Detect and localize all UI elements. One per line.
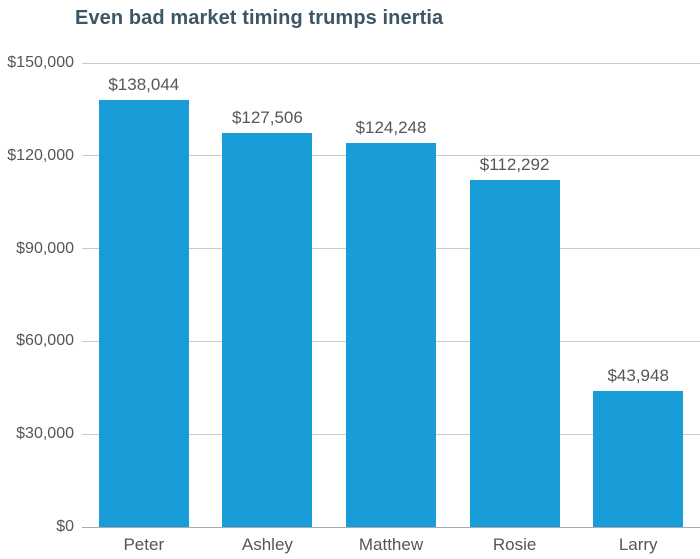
y-axis-tick-label: $60,000 [16,332,74,350]
y-axis-tick-label: $120,000 [7,146,74,164]
y-axis-tick-label: $30,000 [16,425,74,443]
x-axis-line [82,526,700,528]
chart-title: Even bad market timing trumps inertia [75,7,444,29]
x-axis-label: Rosie [492,535,537,554]
y-axis-tick-label: $90,000 [16,239,74,257]
y-axis-tick-label: $0 [56,518,74,535]
bar-value-label: $112,292 [479,154,550,174]
x-axis-label: Peter [123,535,165,554]
bar-peter [98,99,189,527]
bar-value-label: $43,948 [607,366,669,386]
x-axis-label: Larry [618,535,658,554]
bar-rosie [469,179,560,527]
bar-value-label: $138,044 [108,74,180,94]
bar-matthew [346,142,436,527]
bar-value-label: $124,248 [355,117,427,137]
bar-value-label: $127,506 [231,107,303,127]
bar-larry [593,391,684,527]
y-axis-tick-label: $150,000 [7,54,74,71]
x-axis-label: Ashley [241,535,293,554]
gridline [82,62,700,64]
x-axis-label: Matthew [358,535,424,554]
bar-ashley [222,132,313,527]
